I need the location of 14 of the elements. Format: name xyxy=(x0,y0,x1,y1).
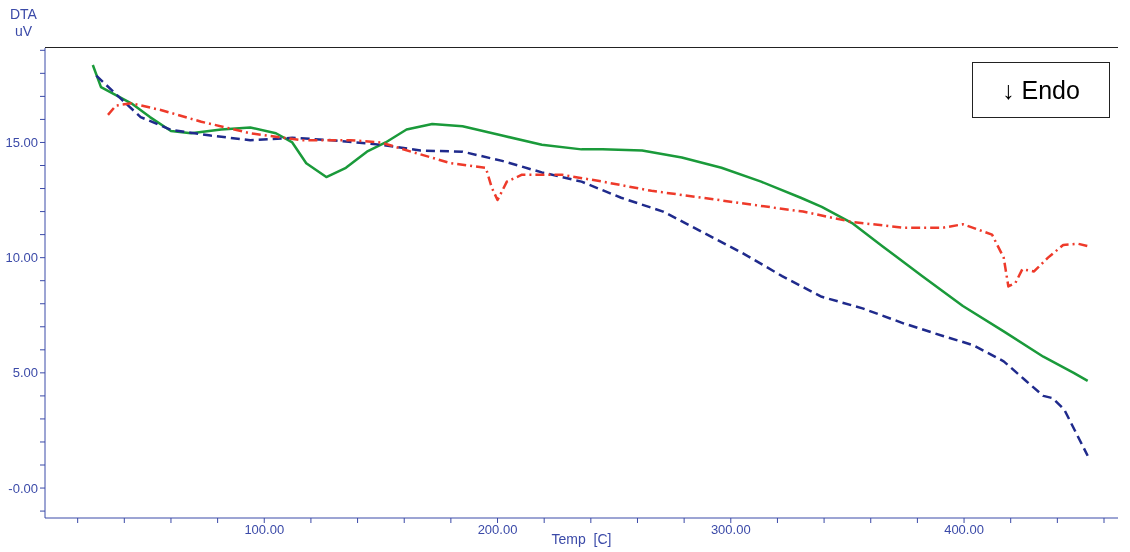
line-series xyxy=(95,74,1089,458)
y-tick-label: 5.00 xyxy=(12,365,38,381)
annotation: ↓ Endo xyxy=(972,62,1110,118)
y-axis-title: DTA uV xyxy=(10,6,37,40)
line-series xyxy=(106,102,1089,288)
y-tick-label: -0.00 xyxy=(8,480,38,496)
line-series xyxy=(91,63,1089,383)
x-tick-label: 400.00 xyxy=(944,522,984,538)
x-tick-label: 200.00 xyxy=(477,522,518,538)
x-tick-label: 100.00 xyxy=(244,522,285,538)
x-tick-label: 300.00 xyxy=(710,522,751,538)
y-tick-label: 10.00 xyxy=(5,250,38,266)
y-tick-label: 15.00 xyxy=(5,135,38,151)
x-axis-title: Temp [C] xyxy=(551,531,612,547)
